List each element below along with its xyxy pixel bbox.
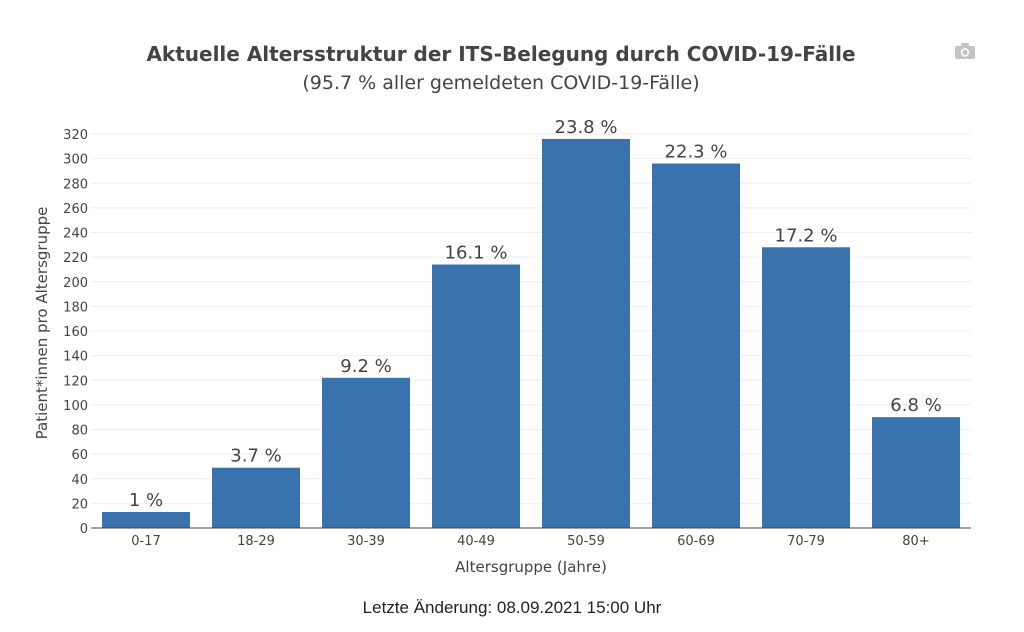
y-tick-label: 140: [63, 350, 88, 365]
y-tick-label: 120: [63, 374, 88, 389]
y-tick-label: 320: [63, 128, 88, 143]
chart-title: Aktuelle Altersstruktur der ITS-Belegung…: [146, 42, 855, 66]
bar-40-49[interactable]: [432, 264, 520, 528]
x-axis-ticks: 0-17 18-29 30-39 40-49 50-59 60-69 70-79 80+: [131, 534, 929, 549]
y-tick-label: 220: [63, 251, 88, 266]
bar-50-59[interactable]: [542, 138, 630, 529]
chart-subtitle: (95.7 % aller gemeldeten COVID-19-Fälle): [302, 72, 699, 94]
bar-data-label: 23.8 %: [555, 117, 618, 138]
bar-data-label: 22.3 %: [665, 142, 728, 163]
bar-data-label: 1 %: [129, 490, 163, 511]
bar-labels: 1 % 3.7 % 9.2 % 16.1 % 23.8 % 22.3 % 17.2 % 6.8…: [129, 117, 942, 511]
x-axis-title: Altersgruppe (Jahre): [455, 558, 607, 576]
bar-80+[interactable]: [872, 417, 960, 528]
y-tick-label: 300: [63, 153, 88, 168]
x-tick-label: 80+: [902, 534, 929, 549]
x-tick-label: 70-79: [787, 534, 825, 549]
bar-data-label: 16.1 %: [445, 243, 508, 264]
y-tick-label: 80: [71, 424, 88, 439]
y-tick-label: 200: [63, 276, 88, 291]
bar-0-17[interactable]: [102, 511, 190, 528]
bar-data-label: 17.2 %: [775, 225, 838, 246]
y-tick-label: 260: [63, 202, 88, 217]
x-tick-label: 40-49: [457, 534, 495, 549]
x-tick-label: 30-39: [347, 534, 385, 549]
y-tick-label: 180: [63, 300, 88, 315]
bar-data-label: 6.8 %: [890, 395, 941, 416]
bar-data-label: 9.2 %: [340, 356, 391, 377]
y-axis-title: Patient*innen pro Altersgruppe: [33, 207, 51, 440]
last-updated-text: Letzte Änderung: 08.09.2021 15:00 Uhr: [362, 598, 662, 617]
x-tick-label: 0-17: [131, 534, 161, 549]
x-tick-label: 18-29: [237, 534, 275, 549]
y-tick-label: 160: [63, 325, 88, 340]
camera-icon[interactable]: [955, 43, 975, 59]
y-tick-label: 60: [71, 448, 88, 463]
y-tick-label: 280: [63, 177, 88, 192]
y-tick-label: 100: [63, 399, 88, 414]
y-tick-label: 20: [71, 497, 88, 512]
y-axis-ticks: 0 20 40 60 80 100 120 140 160 180 200 220 240 260 280 3…: [63, 128, 88, 537]
y-tick-label: 240: [63, 227, 88, 242]
bar-18-29[interactable]: [212, 467, 300, 528]
x-tick-label: 60-69: [677, 534, 715, 549]
bar-data-label: 3.7 %: [230, 446, 281, 467]
y-tick-label: 0: [80, 522, 88, 537]
y-tick-label: 40: [71, 473, 88, 488]
bar-70-79[interactable]: [762, 247, 850, 528]
x-tick-label: 50-59: [567, 534, 605, 549]
bar-60-69[interactable]: [652, 163, 740, 529]
bars: [102, 138, 960, 529]
bar-30-39[interactable]: [322, 377, 410, 528]
